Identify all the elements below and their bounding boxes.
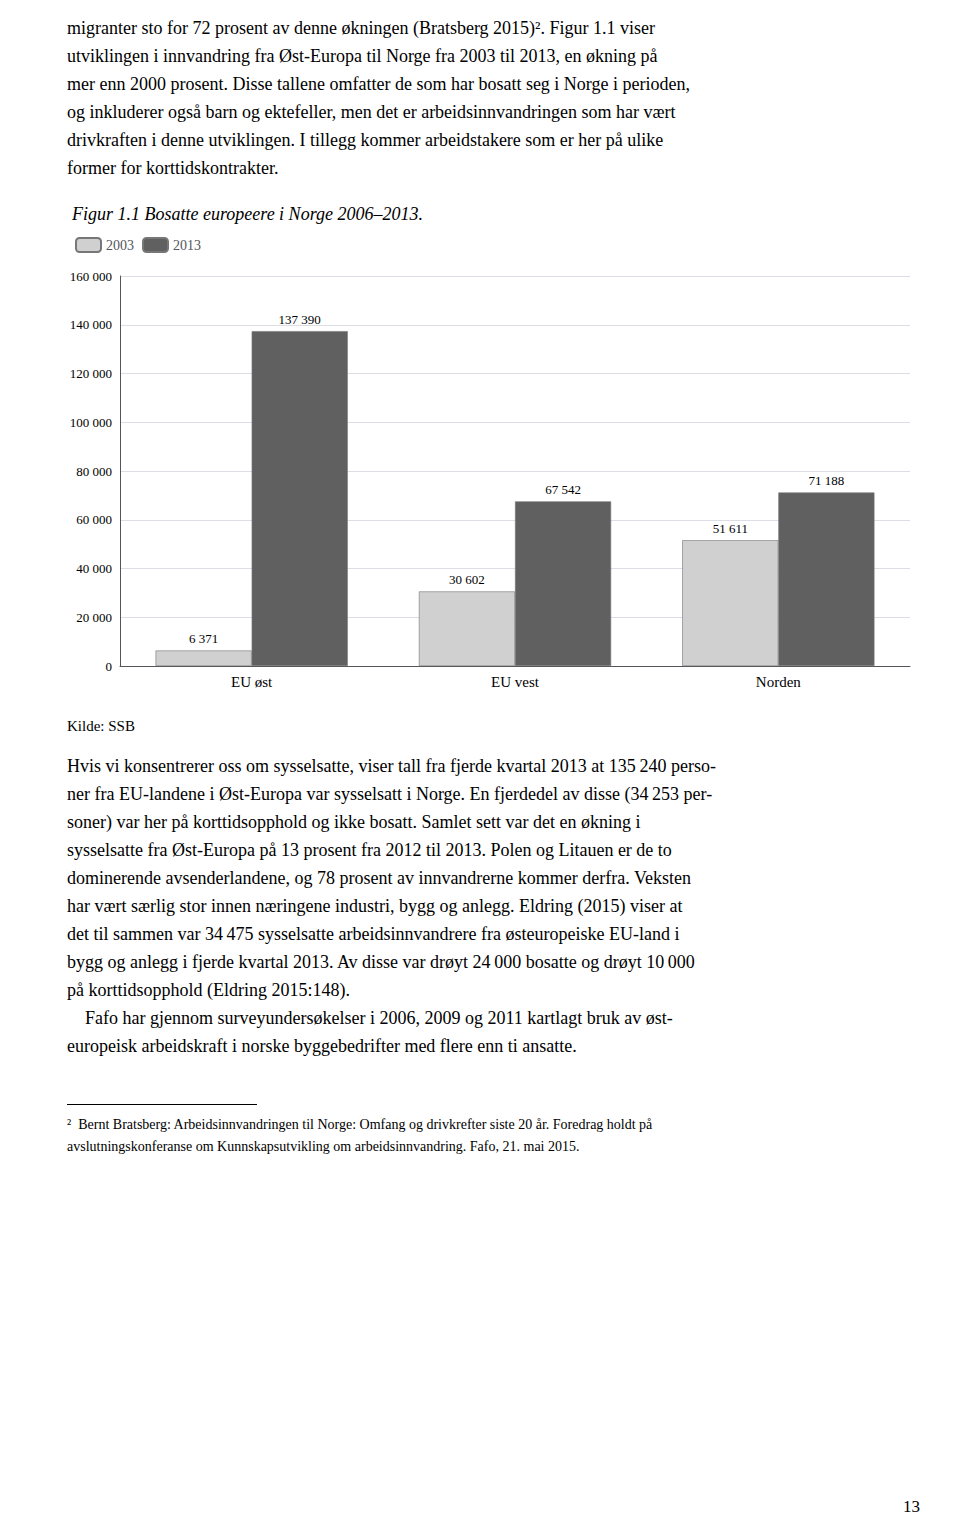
svg-text:100 000: 100 000 [70, 415, 112, 430]
html-text:Fafo har gjennom surveyundersø: Fafo har gjennom surveyundersøkelser i 2… [67, 1008, 673, 1028]
svg-text:51 611: 51 611 [713, 521, 748, 536]
svg-text:80 000: 80 000 [76, 464, 112, 479]
html-text:dominerende avsenderlandene, o: dominerende avsenderlandene, og 78 prose… [67, 868, 691, 888]
html-text:² Bernt Bratsberg: Arbeidsinnv: ² Bernt Bratsberg: Arbeidsinnvandringen … [67, 1117, 653, 1132]
html-text:Kilde: SSB: Kilde: SSB [67, 718, 135, 734]
svg-text:30 602: 30 602 [449, 572, 485, 587]
html-text:soner) var her på korttidsopph: soner) var her på korttidsopphold og ikk… [67, 812, 641, 832]
html-text:ner fra EU-landene i Øst-Europ: ner fra EU-landene i Øst-Europa var syss… [67, 784, 713, 804]
svg-text:60 000: 60 000 [76, 512, 112, 527]
html-text:Hvis vi konsentrerer oss om sy: Hvis vi konsentrerer oss om sysselsatte,… [67, 756, 716, 776]
html-text:utviklingen i innvandring fra: utviklingen i innvandring fra Øst-Europa… [67, 46, 658, 66]
html-text:det til sammen var 34 475 syss: det til sammen var 34 475 sysselsatte ar… [67, 924, 680, 944]
svg-text:0: 0 [106, 659, 113, 674]
html-text:europeisk arbeidskraft i norsk: europeisk arbeidskraft i norske byggebed… [67, 1036, 577, 1056]
svg-text:120 000: 120 000 [70, 366, 112, 381]
html-text:mer enn 2000 prosent. Disse ta: mer enn 2000 prosent. Disse tallene omfa… [67, 74, 690, 94]
svg-text:EU vest: EU vest [491, 674, 540, 690]
svg-text:40 000: 40 000 [76, 561, 112, 576]
svg-text:2003: 2003 [106, 238, 134, 253]
html-text:former for korttidskontrakter.: former for korttidskontrakter. [67, 158, 279, 178]
html-text:har vært særlig stor innen nær: har vært særlig stor innen næringene ind… [67, 896, 683, 916]
svg-text:2013: 2013 [173, 238, 201, 253]
svg-text:Figur 1.1 Bosatte europeere i: Figur 1.1 Bosatte europeere i Norge 2006… [71, 204, 423, 224]
html-text:og inkluderer også barn og ekt: og inkluderer også barn og ektefeller, m… [67, 102, 676, 122]
svg-text:Norden: Norden [756, 674, 801, 690]
html-text:drivkraften i denne utviklinge: drivkraften i denne utviklingen. I tille… [67, 130, 664, 150]
svg-text:20 000: 20 000 [76, 610, 112, 625]
html-text:avslutningskonferanse om Kunns: avslutningskonferanse om Kunnskapsutvikl… [67, 1139, 580, 1154]
svg-text:160 000: 160 000 [70, 269, 112, 284]
html-text:på korttidsopphold (Eldring 20: på korttidsopphold (Eldring 2015:148). [67, 980, 350, 1000]
svg-text:6 371: 6 371 [189, 631, 218, 646]
svg-text:EU øst: EU øst [231, 674, 273, 690]
html-text:13: 13 [903, 1497, 920, 1516]
html-text:sysselsatte fra Øst-Europa på: sysselsatte fra Øst-Europa på 13 prosent… [67, 840, 672, 860]
svg-text:140 000: 140 000 [70, 317, 112, 332]
html-text:migranter sto for 72 prosent a: migranter sto for 72 prosent av denne øk… [67, 18, 655, 38]
svg-text:71 188: 71 188 [809, 473, 845, 488]
svg-text:137 390: 137 390 [279, 312, 321, 327]
html-text:bygg og anlegg i fjerde kvarta: bygg og anlegg i fjerde kvartal 2013. Av… [67, 952, 695, 972]
svg-text:67 542: 67 542 [545, 482, 581, 497]
